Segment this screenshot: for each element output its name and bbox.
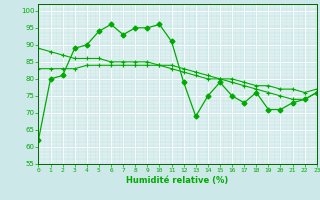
- X-axis label: Humidité relative (%): Humidité relative (%): [126, 176, 229, 185]
